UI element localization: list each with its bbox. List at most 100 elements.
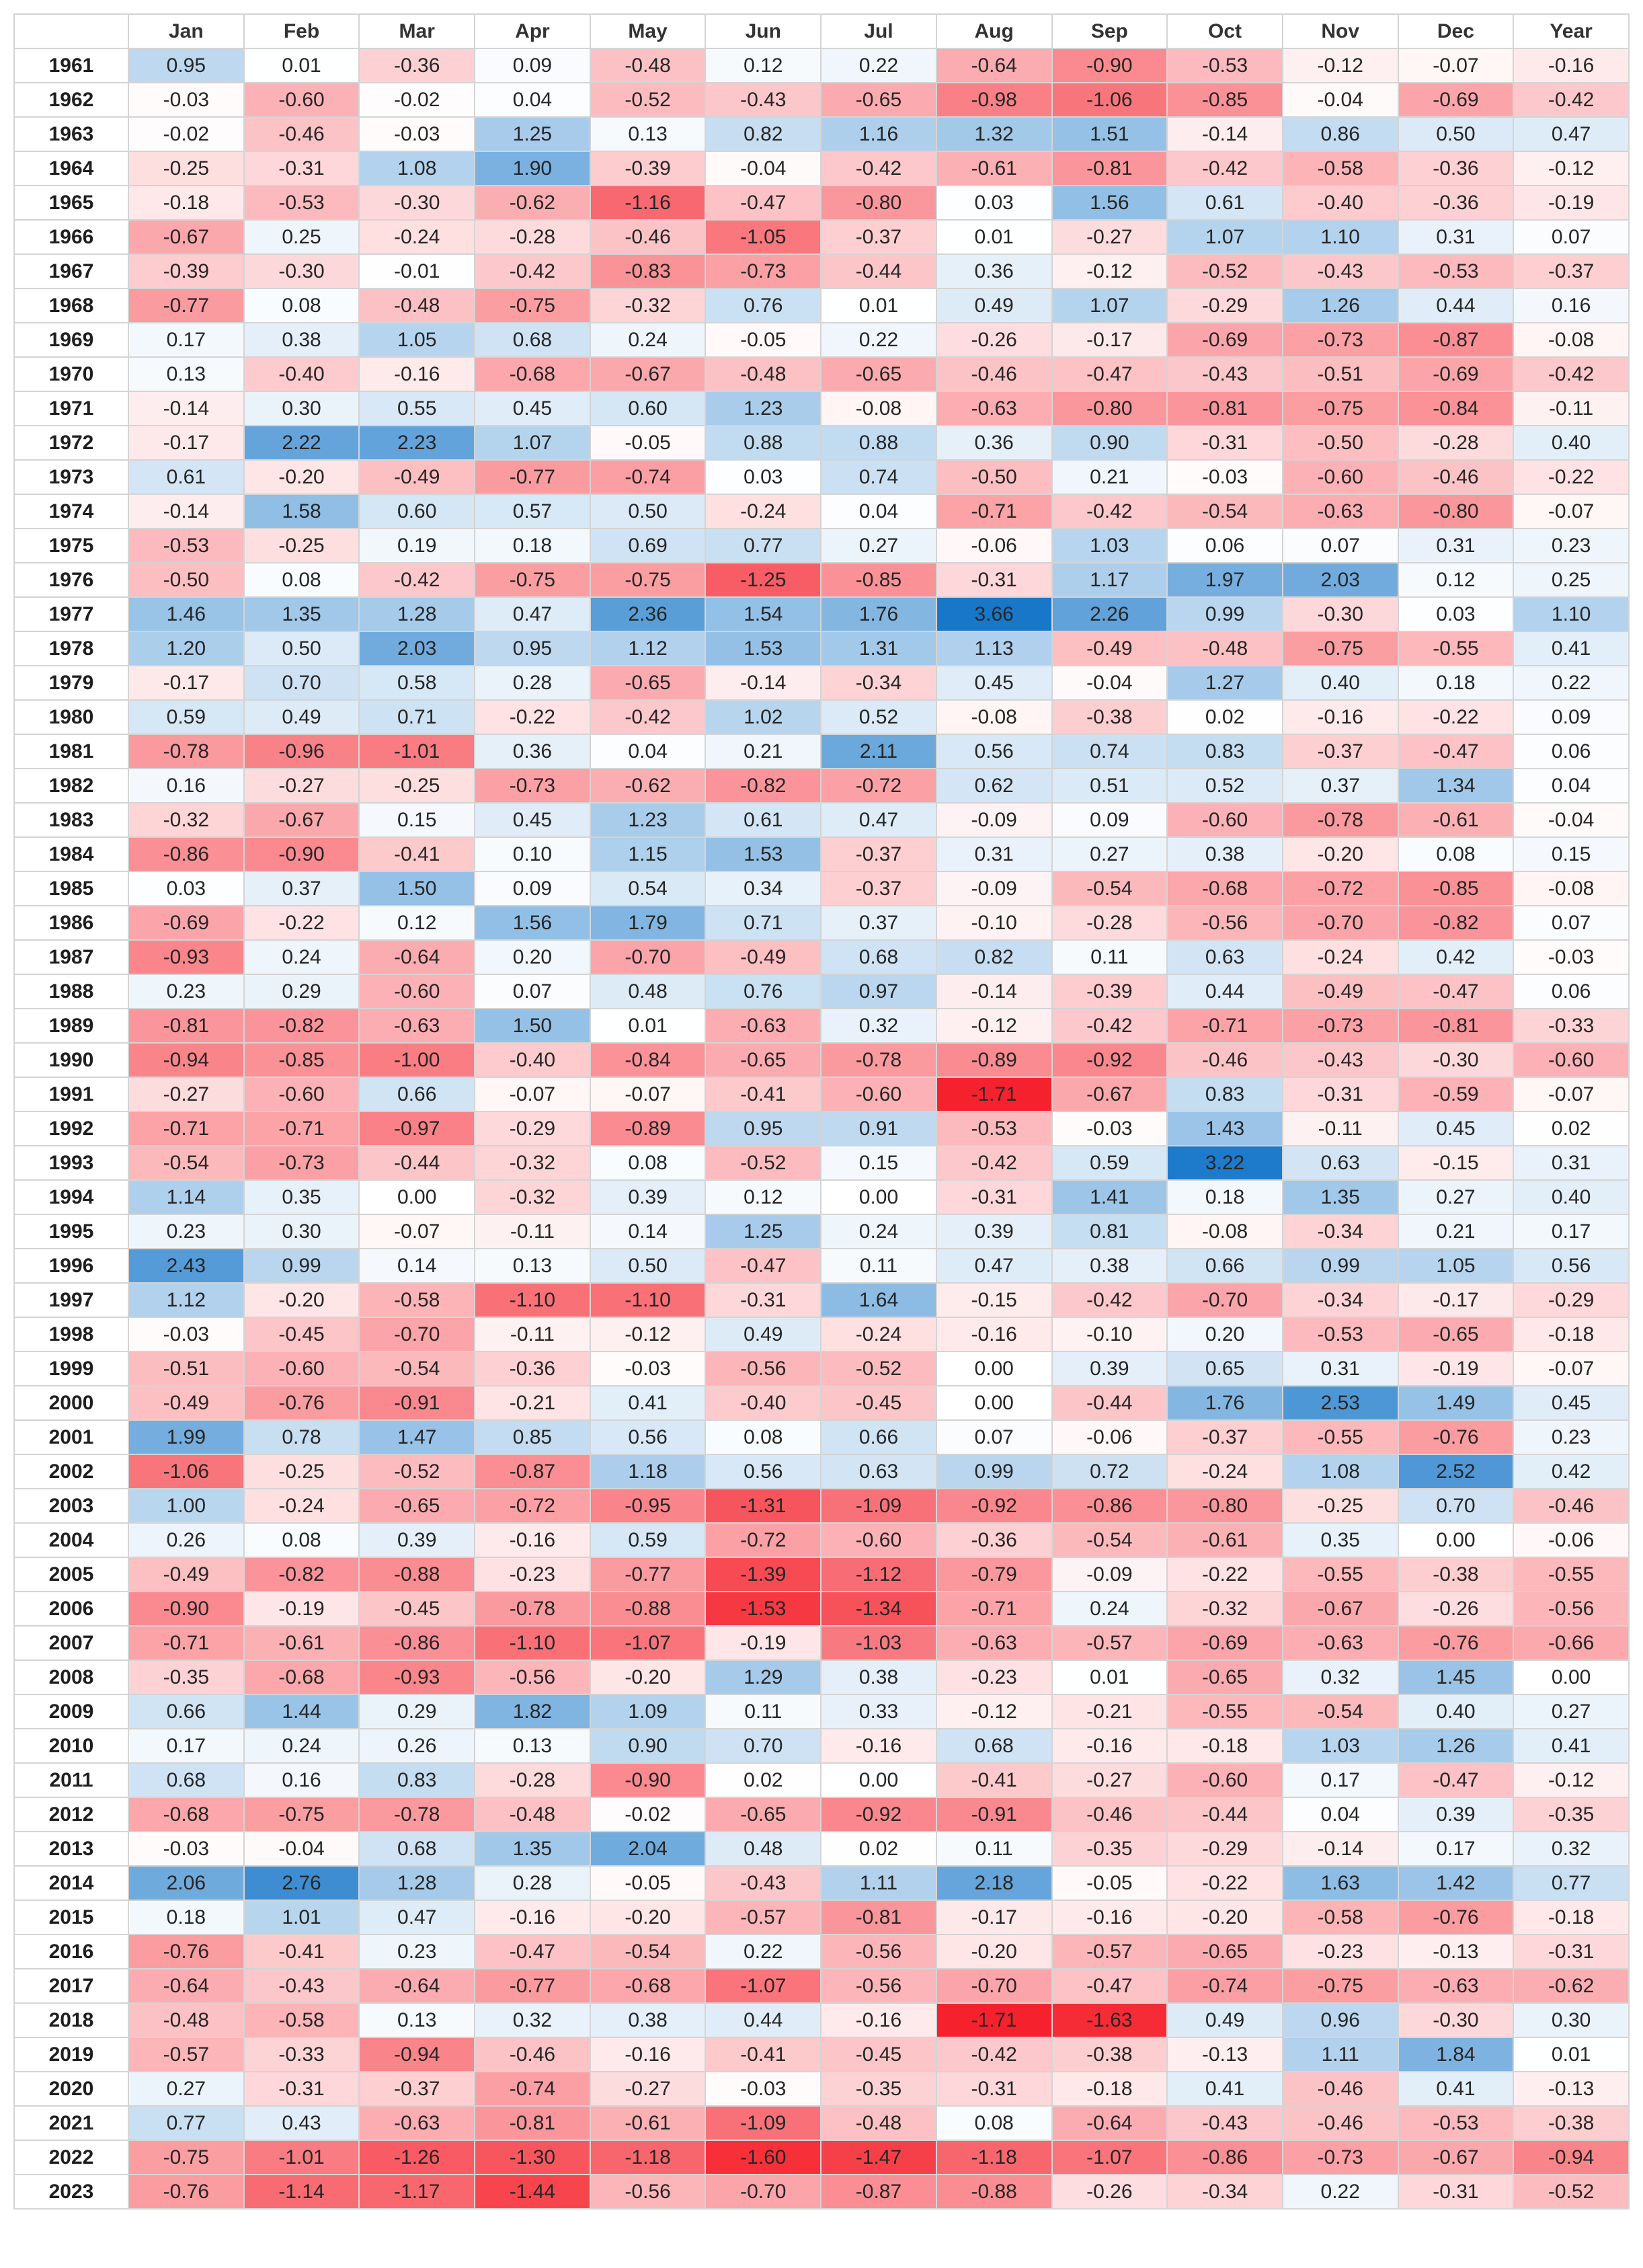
heatmap-cell: -0.94 <box>358 2037 476 2072</box>
heatmap-cell: -0.47 <box>474 1934 591 1969</box>
heatmap-cell: -1.00 <box>358 1042 476 1078</box>
heatmap-cell: -0.60 <box>243 1351 360 1386</box>
heatmap-cell: -0.91 <box>358 1385 476 1421</box>
table-row: 1972 -0.17 2.22 2.23 1.07 -0.05 0.88 0.88 0.36 0.… <box>13 425 1630 461</box>
table-row: 1980 0.59 0.49 0.71 -0.22 -0.42 1.02 0.52 -0.08-… <box>13 699 1630 735</box>
heatmap-cell: 0.39 <box>935 1214 1053 1249</box>
heatmap-cell: -0.55 <box>1397 631 1515 666</box>
row-label: 1995 <box>13 1214 129 1249</box>
heatmap-cell: -0.36 <box>935 1522 1053 1558</box>
table-row: 1976 -0.50 0.08 -0.42 -0.75 -0.75 -1.25 -0.85 -0… <box>13 562 1630 598</box>
heatmap-cell: -0.24 <box>1166 1454 1283 1489</box>
heatmap-cell: 0.36 <box>474 734 591 769</box>
heatmap-cell: -0.24 <box>820 1317 937 1352</box>
heatmap-cell: 1.42 <box>1397 1865 1515 1901</box>
heatmap-cell: 1.47 <box>358 1419 476 1455</box>
heatmap-cell: 0.48 <box>589 974 707 1009</box>
heatmap-cell: -0.07 <box>589 1077 707 1112</box>
row-label: 1987 <box>13 939 129 975</box>
heatmap-cell: -0.93 <box>128 939 245 975</box>
heatmap-cell: -0.34 <box>820 665 937 701</box>
heatmap-cell: 0.99 <box>1281 1248 1399 1284</box>
heatmap-cell: 0.00 <box>1513 1659 1630 1695</box>
heatmap-cell: 0.11 <box>820 1248 937 1284</box>
heatmap-cell: -0.42 <box>935 1145 1053 1181</box>
heatmap-cell: 1.99 <box>128 1419 245 1455</box>
heatmap-cell: -0.43 <box>243 1968 360 2004</box>
column-header: Sep <box>1051 13 1168 49</box>
heatmap-cell: 0.68 <box>474 322 591 358</box>
heatmap-cell: 0.20 <box>1166 1317 1283 1352</box>
heatmap-cell: 1.25 <box>474 116 591 152</box>
heatmap-cell: 0.45 <box>474 802 591 838</box>
heatmap-cell: 1.53 <box>705 631 822 666</box>
heatmap-cell: 0.09 <box>1051 802 1168 838</box>
heatmap-cell: 0.57 <box>474 494 591 529</box>
heatmap-cell: 0.90 <box>589 1728 707 1764</box>
heatmap-cell: -0.58 <box>243 2002 360 2038</box>
heatmap-cell: -0.35 <box>128 1659 245 1695</box>
heatmap-cell: -1.10 <box>589 1282 707 1318</box>
heatmap-cell: 2.22 <box>243 425 360 461</box>
heatmap-cell: 0.41 <box>589 1385 707 1421</box>
heatmap-cell: -0.03 <box>1166 459 1283 495</box>
heatmap-cell: 1.56 <box>474 905 591 941</box>
heatmap-cell: -1.06 <box>1051 82 1168 118</box>
heatmap-cell: -0.16 <box>474 1900 591 1935</box>
heatmap-cell: 0.00 <box>935 1385 1053 1421</box>
heatmap-cell: 0.24 <box>243 1728 360 1764</box>
heatmap-cell: 0.07 <box>1513 905 1630 941</box>
heatmap-cell: 1.49 <box>1397 1385 1515 1421</box>
heatmap-cell: -1.06 <box>128 1454 245 1489</box>
table-row: 1973 0.61 -0.20 -0.49 -0.77 -0.74 0.03 0.74 -0.5… <box>13 459 1630 495</box>
heatmap-cell: 0.37 <box>820 905 937 941</box>
table-row: 1974 -0.14 1.58 0.60 0.57 0.50 -0.24 0.04 -0.71-… <box>13 494 1630 529</box>
heatmap-cell: 1.25 <box>705 1214 822 1249</box>
heatmap-cell: 2.03 <box>358 631 476 666</box>
heatmap-cell: 0.44 <box>705 2002 822 2038</box>
heatmap-cell: -0.43 <box>705 1865 822 1901</box>
heatmap-cell: 0.09 <box>1513 699 1630 735</box>
heatmap-cell: -1.30 <box>474 2140 591 2175</box>
heatmap-cell: -0.78 <box>474 1591 591 1627</box>
heatmap-cell: -0.17 <box>1397 1282 1515 1318</box>
heatmap-cell: -0.18 <box>1166 1728 1283 1764</box>
heatmap-cell: 0.17 <box>1281 1762 1399 1798</box>
heatmap-cell: 0.01 <box>1513 2037 1630 2072</box>
heatmap-cell: 0.61 <box>128 459 245 495</box>
heatmap-cell: -0.43 <box>705 82 822 118</box>
heatmap-cell: -0.09 <box>935 802 1053 838</box>
heatmap-cell: 0.95 <box>474 631 591 666</box>
heatmap-cell: -0.72 <box>705 1522 822 1558</box>
heatmap-cell: 1.64 <box>820 1282 937 1318</box>
heatmap-cell: -0.66 <box>1513 1625 1630 1661</box>
heatmap-cell: 0.21 <box>1397 1214 1515 1249</box>
row-label: 1963 <box>13 116 129 152</box>
heatmap-cell: -0.17 <box>1051 322 1168 358</box>
heatmap-cell: -0.82 <box>243 1008 360 1044</box>
heatmap-cell: -0.13 <box>1166 2037 1283 2072</box>
heatmap-cell: 0.24 <box>1051 1591 1168 1627</box>
heatmap-cell: -0.05 <box>589 1865 707 1901</box>
heatmap-cell: -0.62 <box>1513 1968 1630 2004</box>
heatmap-cell: 0.54 <box>589 871 707 906</box>
heatmap-cell: 0.56 <box>705 1454 822 1489</box>
heatmap-cell: 0.04 <box>589 734 707 769</box>
heatmap-cell: -0.11 <box>1281 1111 1399 1146</box>
heatmap-cell: -0.17 <box>128 665 245 701</box>
column-header: Jul <box>820 13 937 49</box>
heatmap-cell: -0.25 <box>243 1454 360 1489</box>
heatmap-cell: -0.54 <box>1051 1522 1168 1558</box>
heatmap-cell: -0.47 <box>1051 1968 1168 2004</box>
heatmap-cell: -0.25 <box>128 151 245 186</box>
heatmap-cell: -0.19 <box>705 1625 822 1661</box>
heatmap-cell: 0.16 <box>243 1762 360 1798</box>
heatmap-cell: -0.67 <box>1281 1591 1399 1627</box>
heatmap-cell: -0.31 <box>1166 425 1283 461</box>
heatmap-cell: -0.06 <box>935 528 1053 563</box>
row-label: 1986 <box>13 905 129 941</box>
row-label: 2023 <box>13 2174 129 2210</box>
table-row: 2008 -0.35 -0.68 -0.93 -0.56 -0.20 1.29 0.38 -0.… <box>13 1659 1630 1695</box>
heatmap-cell: 0.72 <box>1051 1454 1168 1489</box>
heatmap-cell: 1.76 <box>820 596 937 632</box>
